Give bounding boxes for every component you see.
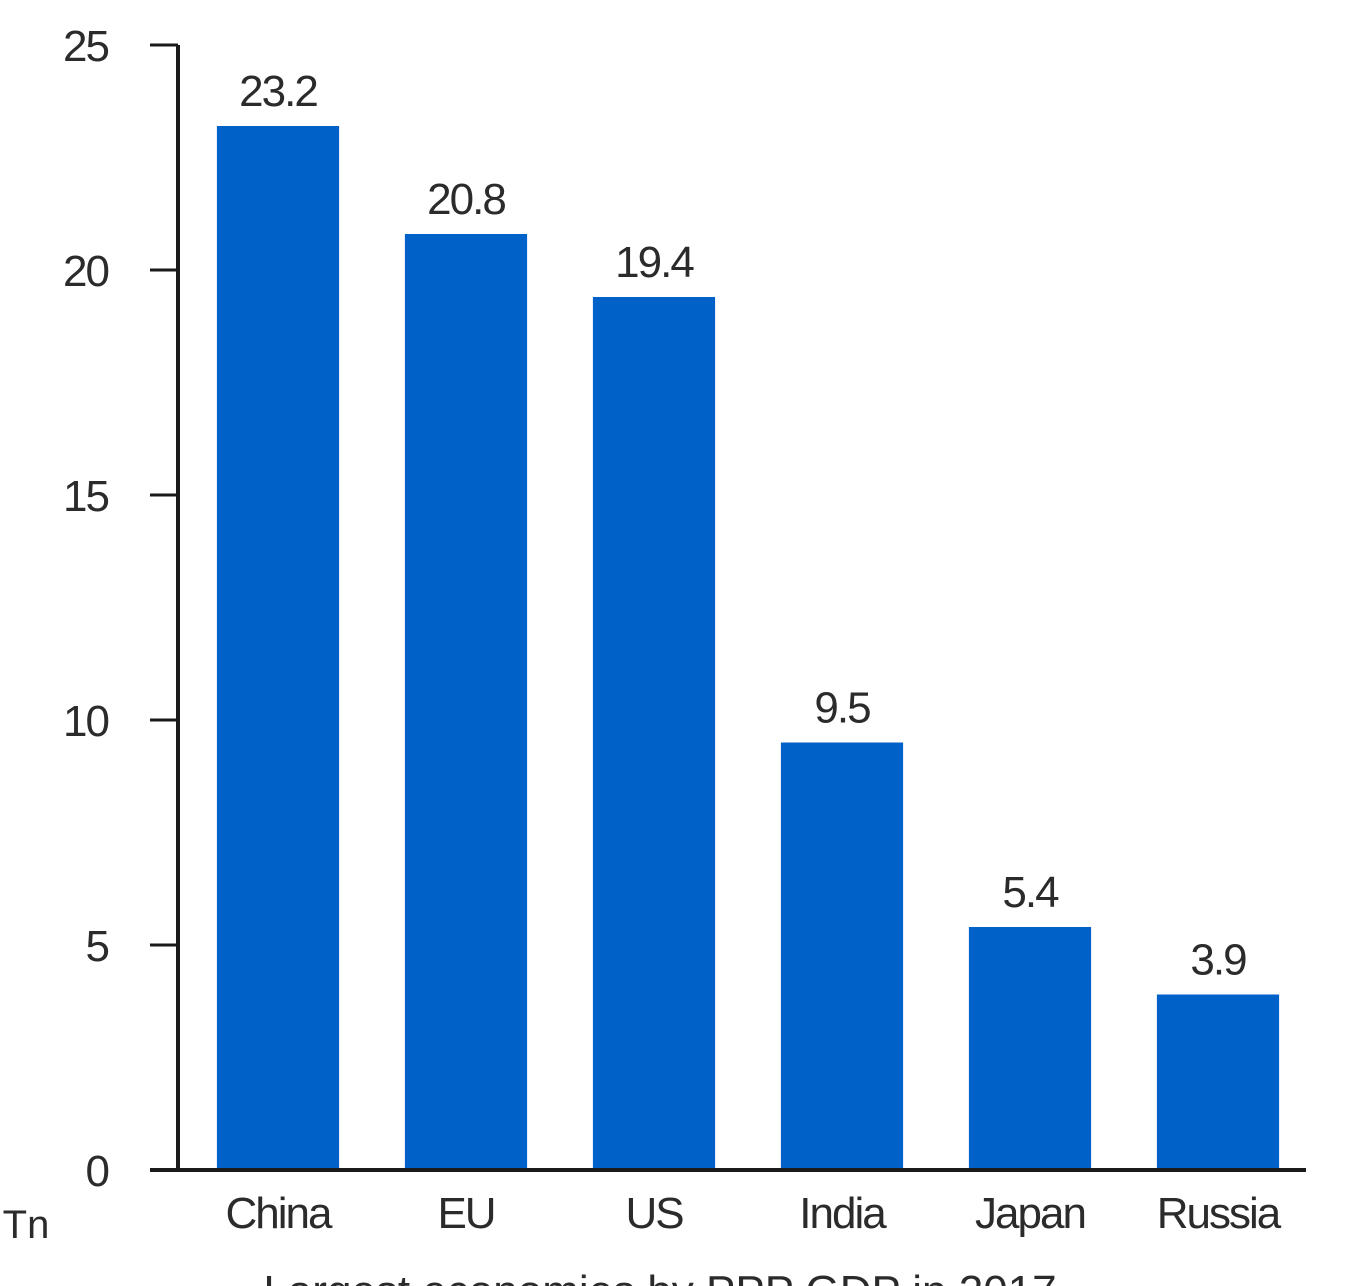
bar-russia — [1156, 994, 1280, 1170]
y-tick-label-15: 15 — [63, 472, 108, 521]
y-tick-label-20: 20 — [63, 247, 108, 296]
data-label-japan: 5.4 — [1002, 868, 1059, 917]
bars-group — [216, 126, 1280, 1170]
bar-japan — [968, 927, 1092, 1170]
bar-us — [592, 297, 716, 1170]
data-label-china: 23.2 — [239, 67, 317, 116]
x-tick-label-china: China — [226, 1189, 333, 1238]
y-tick-label-0: 0 — [86, 1147, 109, 1196]
data-labels-group: 23.2 20.8 19.4 9.5 5.4 3.9 — [239, 67, 1248, 985]
chart-caption: Largest economies by PPP GDP in 2017 — [263, 1267, 1056, 1286]
axes-group — [150, 45, 1306, 1172]
x-tick-label-russia: Russia — [1157, 1189, 1282, 1238]
x-tick-label-eu: EU — [437, 1189, 494, 1238]
data-label-india: 9.5 — [814, 684, 870, 733]
x-tick-label-india: India — [799, 1189, 887, 1238]
bar-india — [780, 742, 904, 1170]
y-axis-unit-label: $ Tn — [0, 1203, 49, 1247]
y-tick-label-5: 5 — [86, 922, 109, 971]
data-label-us: 19.4 — [615, 238, 694, 287]
data-label-eu: 20.8 — [427, 175, 505, 224]
y-tick-label-10: 10 — [63, 697, 108, 746]
y-ticks-group: 0 5 10 15 20 25 — [63, 22, 178, 1196]
bar-eu — [404, 234, 528, 1170]
bar-china — [216, 126, 340, 1170]
y-tick-label-25: 25 — [63, 22, 108, 71]
x-labels-group: China EU US India Japan Russia — [226, 1189, 1284, 1238]
data-label-russia: 3.9 — [1190, 936, 1246, 985]
x-tick-label-japan: Japan — [975, 1189, 1085, 1238]
x-tick-label-us: US — [625, 1189, 683, 1238]
